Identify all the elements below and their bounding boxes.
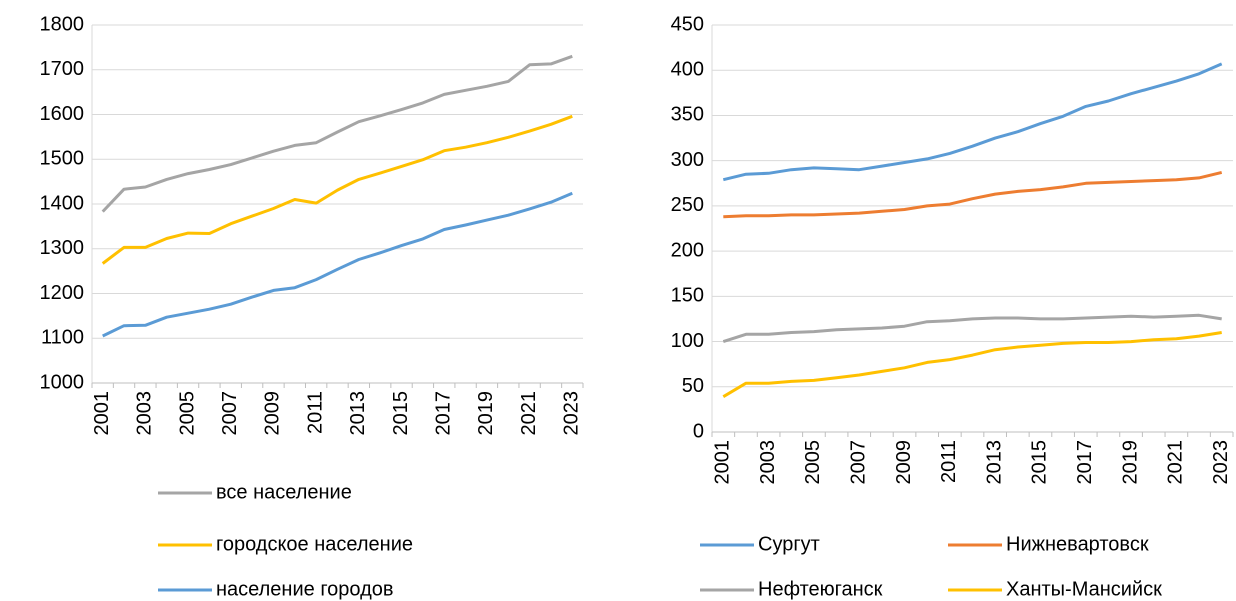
series-line: [723, 170, 1223, 219]
x-tick-label: 2021: [518, 391, 540, 436]
legend-label: городское население: [216, 533, 413, 555]
x-tick-label: 2001: [91, 391, 113, 436]
legend-label: население городов: [216, 578, 394, 600]
x-tick-label: 2013: [347, 391, 369, 436]
y-tick-label: 400: [671, 59, 704, 81]
legend-label: все население: [216, 481, 352, 503]
y-tick-label: 150: [671, 285, 704, 307]
series-line: [722, 313, 1222, 344]
x-tick-label: 2015: [390, 391, 412, 436]
y-tick-label: 1100: [41, 327, 84, 349]
y-tick-label: 0: [693, 420, 704, 442]
x-tick-label: 2011: [304, 391, 326, 434]
series-line: [722, 62, 1223, 182]
x-tick-label: 2001: [712, 440, 734, 485]
y-tick-label: 1700: [40, 58, 85, 80]
y-tick-label: 1400: [40, 192, 85, 214]
x-tick-label: 2005: [802, 440, 824, 485]
y-tick-label: 1800: [40, 13, 85, 35]
y-tick-label: 1200: [40, 282, 85, 304]
x-tick-label: 2005: [176, 391, 198, 436]
x-tick-label: 2013: [983, 440, 1005, 485]
y-tick-label: 1000: [40, 371, 85, 393]
x-tick-label: 2003: [757, 440, 779, 485]
legend-label: Нижневартовск: [1006, 533, 1149, 555]
y-tick-label: 450: [671, 13, 704, 35]
series-line: [102, 191, 573, 338]
series-line: [101, 54, 573, 213]
y-tick-label: 1600: [40, 103, 85, 125]
x-tick-label: 2019: [1119, 440, 1141, 485]
x-tick-label: 2009: [893, 440, 915, 485]
x-tick-label: 2021: [1165, 440, 1187, 485]
x-tick-label: 2023: [561, 391, 583, 436]
x-tick-label: 2015: [1029, 440, 1051, 485]
y-tick-label: 1300: [40, 237, 85, 259]
x-tick-label: 2011: [938, 440, 960, 483]
y-tick-label: 100: [671, 330, 704, 352]
x-tick-label: 2007: [219, 391, 241, 436]
x-tick-label: 2019: [475, 391, 497, 436]
x-tick-label: 2017: [1074, 440, 1096, 485]
legend-label: Ханты-Мансийск: [1006, 578, 1162, 600]
y-tick-label: 300: [671, 149, 704, 171]
y-tick-label: 350: [671, 104, 704, 126]
x-tick-label: 2007: [848, 440, 870, 485]
x-tick-label: 2003: [134, 391, 156, 436]
y-tick-label: 250: [671, 194, 704, 216]
series-line: [722, 331, 1222, 398]
x-tick-label: 2017: [433, 391, 455, 436]
legend-label: Сургут: [758, 533, 820, 555]
x-tick-label: 2023: [1210, 440, 1232, 485]
y-tick-label: 50: [682, 375, 704, 397]
legend-label: Нефтеюганск: [758, 578, 883, 600]
y-tick-label: 1500: [40, 148, 85, 170]
x-tick-label: 2009: [262, 391, 284, 436]
y-tick-label: 200: [671, 239, 704, 261]
series-line: [101, 114, 573, 265]
